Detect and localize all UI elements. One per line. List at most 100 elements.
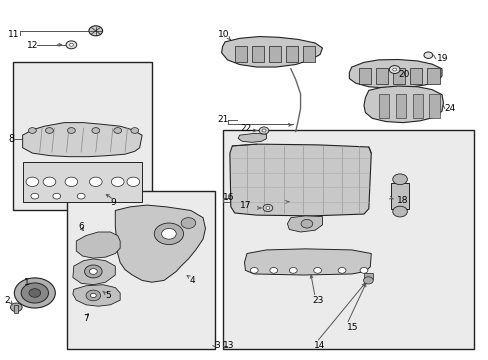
Circle shape [65,177,78,186]
Text: 24: 24 [444,104,455,113]
Circle shape [301,220,312,228]
Circle shape [250,267,258,273]
Text: 11: 11 [8,30,20,39]
Polygon shape [244,249,370,275]
Circle shape [259,127,268,134]
Circle shape [111,177,124,186]
Circle shape [92,128,100,134]
Text: 22: 22 [240,124,251,133]
Text: 17: 17 [239,201,251,210]
Circle shape [29,289,41,297]
Bar [412,94,423,118]
Circle shape [14,278,55,308]
Circle shape [89,269,97,274]
Circle shape [269,267,277,273]
Circle shape [363,277,372,284]
Circle shape [337,267,345,273]
Circle shape [392,174,407,185]
Polygon shape [363,86,443,123]
Text: 21: 21 [217,115,228,124]
Bar [13,62,152,211]
Circle shape [66,41,77,49]
Text: 10: 10 [217,30,229,39]
Circle shape [154,223,183,244]
Circle shape [10,303,22,312]
Text: 6: 6 [79,222,84,231]
Circle shape [69,43,73,46]
Text: 23: 23 [312,296,324,305]
Text: 9: 9 [110,198,116,207]
Circle shape [127,177,140,186]
Circle shape [21,283,48,303]
Circle shape [114,128,122,134]
Circle shape [31,193,39,199]
Polygon shape [73,259,115,285]
Circle shape [131,128,139,134]
Text: 7: 7 [83,314,89,323]
Bar [251,46,264,62]
Circle shape [28,128,36,134]
Text: 13: 13 [223,341,234,350]
Circle shape [84,265,102,278]
Circle shape [89,26,102,36]
Text: 18: 18 [396,196,408,205]
Circle shape [289,267,297,273]
Circle shape [359,267,367,273]
Text: 1: 1 [24,278,30,287]
Bar [378,94,388,118]
Text: 3: 3 [214,341,220,350]
Text: 15: 15 [346,323,358,332]
Polygon shape [73,285,120,306]
Circle shape [53,193,61,199]
Circle shape [26,177,39,186]
Polygon shape [229,144,370,216]
Bar [395,94,406,118]
Circle shape [67,128,75,134]
Bar [14,305,18,313]
Bar [22,162,142,202]
Bar [375,68,387,84]
Polygon shape [238,134,266,142]
Bar [428,94,439,118]
Circle shape [43,177,56,186]
Circle shape [263,204,272,212]
Text: 14: 14 [314,341,325,350]
Bar [390,183,408,209]
Bar [268,46,281,62]
Bar [285,46,298,62]
Bar [358,68,370,84]
Circle shape [265,207,269,210]
Bar [234,46,246,62]
Circle shape [392,68,396,71]
Circle shape [388,66,399,73]
Text: 20: 20 [397,70,408,79]
Polygon shape [348,59,441,88]
Circle shape [181,218,195,228]
Circle shape [313,267,321,273]
Bar [66,191,215,348]
Text: 8: 8 [8,134,14,144]
Circle shape [392,206,407,217]
Text: 12: 12 [26,41,38,50]
Text: 4: 4 [189,276,195,285]
Text: 19: 19 [436,54,447,63]
Bar [222,130,473,348]
Text: 16: 16 [222,193,234,202]
Text: 2: 2 [4,296,10,305]
Bar [392,68,405,84]
Circle shape [90,293,96,298]
Polygon shape [76,232,120,258]
Circle shape [161,228,176,239]
Text: 5: 5 [105,291,111,300]
Polygon shape [287,216,322,232]
Circle shape [86,290,101,301]
Circle shape [262,129,265,132]
Circle shape [77,193,85,199]
Circle shape [423,52,432,58]
Polygon shape [221,37,322,67]
Bar [303,46,315,62]
Polygon shape [115,205,205,282]
Bar [427,68,439,84]
Polygon shape [22,123,142,157]
Circle shape [45,128,53,134]
